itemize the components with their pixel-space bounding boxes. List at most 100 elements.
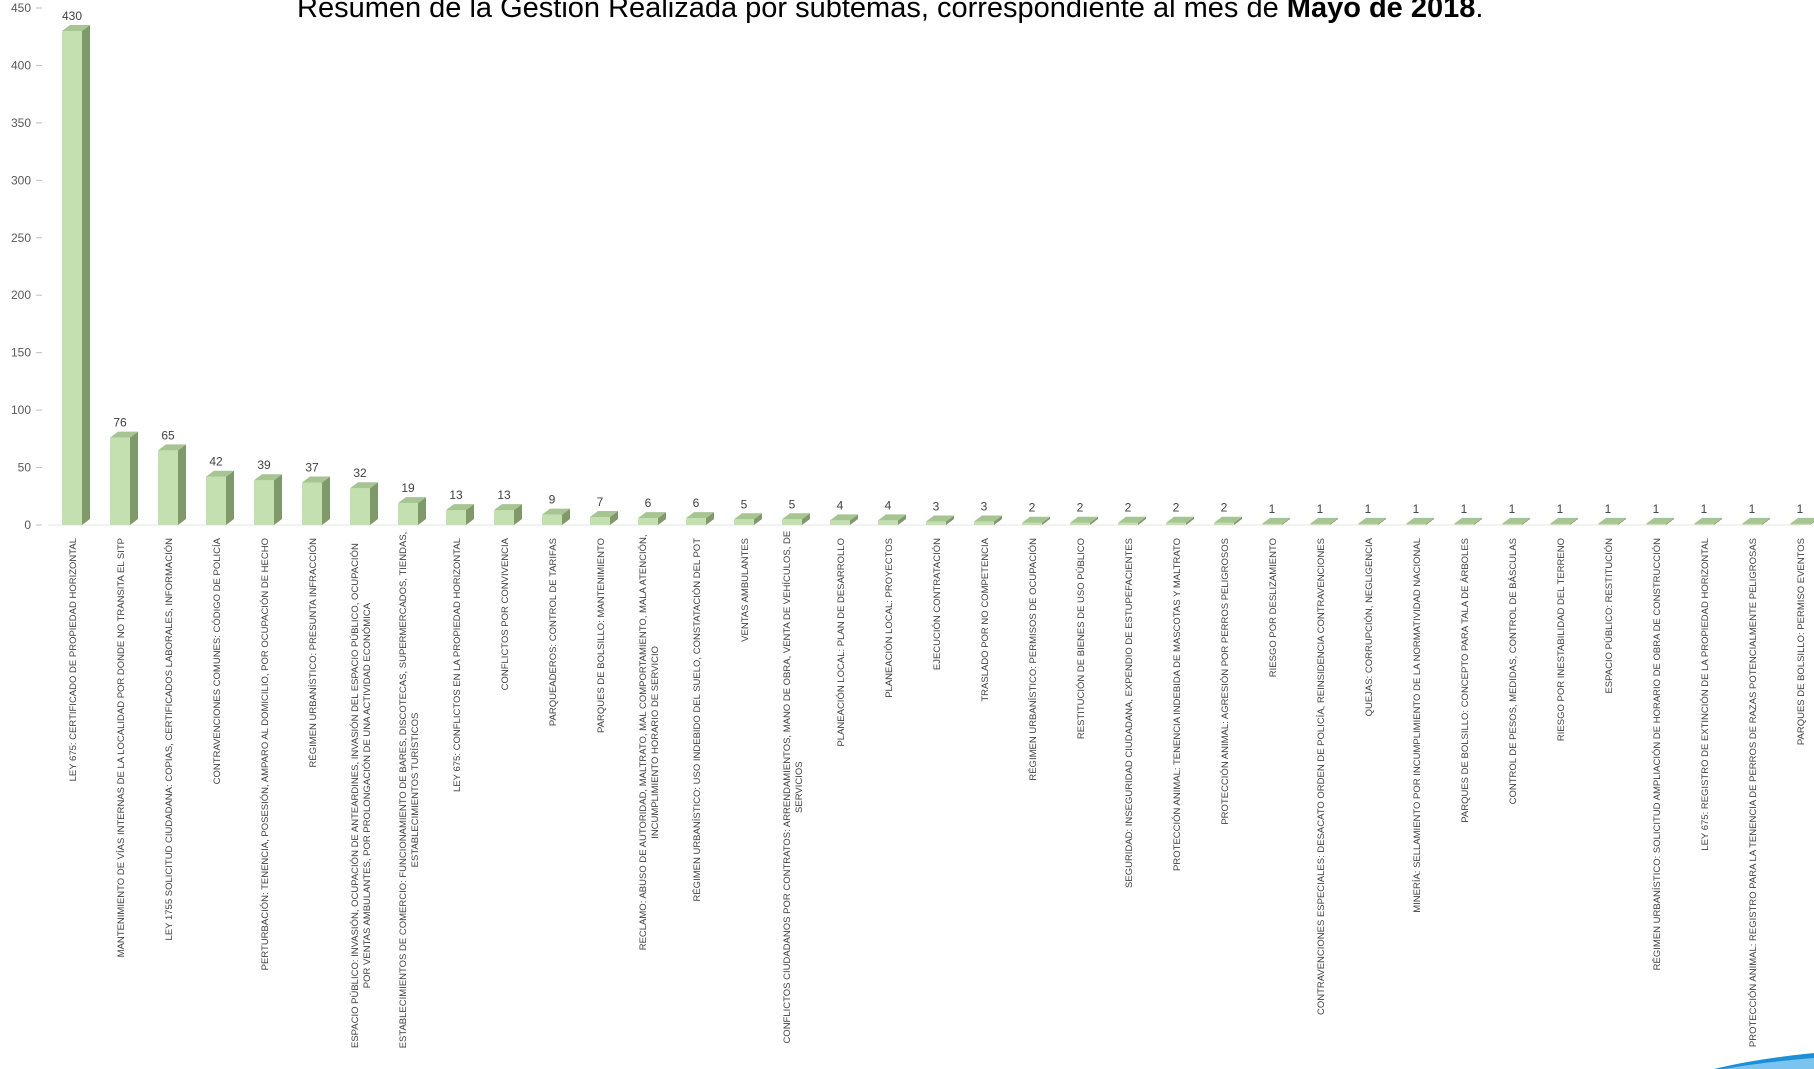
category-label: VENTAS AMBULANTES xyxy=(740,538,751,642)
bar-front xyxy=(1310,523,1330,525)
bar-front xyxy=(1742,523,1762,525)
bar-top xyxy=(1454,517,1482,524)
category-label: PARQUEADEROS: CONTROL DE TARIFAS xyxy=(548,538,559,726)
category-label: PROTECCIÓN ANIMAL: AGRESIÓN POR PERROS P… xyxy=(1220,538,1231,825)
bar-top xyxy=(1550,517,1578,524)
category-label-line: PARQUEADEROS: CONTROL DE TARIFAS xyxy=(548,538,559,726)
bar-front xyxy=(62,30,82,525)
bar-side xyxy=(1618,517,1626,525)
category-label: CONTRAVENCIONES COMUNES: CÓDIGO DE POLIC… xyxy=(212,537,223,784)
bar-side xyxy=(1474,517,1482,525)
bar-value-label: 2 xyxy=(1125,501,1132,515)
category-label-line: CONTROL DE PESOS, MEDIDAS, CONTROL DE BÁ… xyxy=(1508,538,1519,804)
bar xyxy=(158,444,186,525)
category-label: CONFLICTOS CIUDADANOS POR CONTRATOS: ARR… xyxy=(782,531,805,1044)
bar-value-label: 1 xyxy=(1461,502,1468,516)
bar-value-label: 1 xyxy=(1797,502,1804,516)
bar xyxy=(1598,517,1626,525)
bar xyxy=(638,512,666,525)
bar-top xyxy=(878,514,906,521)
category-label: PLANEACIÓN LOCAL: PLAN DE DESARROLLO xyxy=(836,538,847,747)
category-label-line: MINERÍA: SELLAMIENTO POR INCUMPLIMIENTO … xyxy=(1412,538,1423,913)
category-label-line: CONFLICTOS POR CONVIVENCIA xyxy=(500,537,511,690)
bar-value-label: 2 xyxy=(1221,501,1228,515)
category-label: RIESGO POR DESLIZAMIENTO xyxy=(1268,538,1279,677)
category-label: LEY 675: CERTIFICADO DE PROPIEDAD HORIZO… xyxy=(68,538,79,781)
bar-value-label: 3 xyxy=(981,500,988,514)
bar-front xyxy=(254,480,274,525)
category-label: PARQUES DE BOLSILLO: CONCEPTO PARA TALA … xyxy=(1460,538,1471,823)
bar-top xyxy=(446,504,474,511)
bar xyxy=(782,513,810,525)
bar-side xyxy=(418,497,426,525)
bar-value-label: 32 xyxy=(353,466,367,480)
bar-front xyxy=(494,510,514,525)
bar-top xyxy=(1118,516,1146,523)
category-label: PARQUES DE BOLSILLO: PERMISO EVENTOS xyxy=(1796,538,1807,745)
bar-top xyxy=(590,510,618,517)
bar xyxy=(350,482,378,525)
bar-side xyxy=(1426,517,1434,525)
bar-side xyxy=(1570,517,1578,525)
category-label-line: ESPACIO PÚBLICO: INVASIÓN, OCUPACIÓN DE … xyxy=(350,543,361,1048)
bar-top xyxy=(350,482,378,489)
bar-side xyxy=(1666,517,1674,525)
bar-side xyxy=(322,476,330,525)
y-tick-label: 400 xyxy=(11,58,31,72)
bar-value-label: 4 xyxy=(837,498,844,512)
category-label-line: ESPACIO PÚBLICO: RESTITUCIÓN xyxy=(1604,538,1615,694)
bar-front xyxy=(1166,522,1186,525)
category-label-line: CONFLICTOS CIUDADANOS POR CONTRATOS: ARR… xyxy=(782,531,793,1044)
bar-value-label: 42 xyxy=(209,455,223,469)
category-label: RESTITUCIÓN DE BIENES DE USO PÚBLICO xyxy=(1076,538,1087,739)
bar-side xyxy=(562,508,570,525)
category-label-line: LEY 675: REGISTRO DE EXTINCIÓN DE LA PRO… xyxy=(1700,538,1711,851)
bar xyxy=(254,474,282,525)
bar-side xyxy=(82,24,90,525)
category-label: PERTURBACIÓN: TENENCIA, POSESIÓN, AMPARO… xyxy=(260,538,271,970)
bar xyxy=(1358,517,1386,525)
bar-value-label: 1 xyxy=(1269,502,1276,516)
bar-value-label: 5 xyxy=(789,497,796,511)
bar xyxy=(542,508,570,525)
category-label-line: LEY 675: CERTIFICADO DE PROPIEDAD HORIZO… xyxy=(68,538,79,781)
bar-front xyxy=(1790,523,1810,525)
category-label: LEY 1755 SOLICITUD CIUDADANA: COPIAS, CE… xyxy=(164,538,175,941)
category-label: EJECUCIÓN CONTRATACIÓN xyxy=(932,538,943,670)
category-label: RÉGIMEN URBANÍSTICO: SOLICITUD AMPLIACIÓ… xyxy=(1652,538,1663,970)
bar-front xyxy=(302,482,322,525)
y-tick-label: 200 xyxy=(11,288,31,302)
bar-top xyxy=(398,497,426,504)
bar xyxy=(1070,516,1098,525)
bar-side xyxy=(1042,516,1050,525)
category-label: CONTROL DE PESOS, MEDIDAS, CONTROL DE BÁ… xyxy=(1508,538,1519,804)
bar-side xyxy=(274,474,282,525)
bar-front xyxy=(110,437,130,525)
bar-top xyxy=(542,508,570,515)
bar-front xyxy=(878,520,898,525)
bar xyxy=(686,512,714,525)
bar-front xyxy=(830,520,850,525)
y-tick-label: 50 xyxy=(18,461,32,475)
bar-front xyxy=(1550,523,1570,525)
bar-side xyxy=(130,431,138,525)
bar-value-label: 6 xyxy=(693,496,700,510)
bar-value-label: 76 xyxy=(113,416,127,430)
category-label-line: CONTRAVENCIONES COMUNES: CÓDIGO DE POLIC… xyxy=(212,537,223,784)
bar xyxy=(1742,517,1770,525)
bar-side xyxy=(1138,516,1146,525)
bar-value-label: 37 xyxy=(305,460,319,474)
bar-front xyxy=(1070,522,1090,525)
y-tick-label: 150 xyxy=(11,346,31,360)
category-label-line: ESTABLECIMIENTOS TURÍSTICOS xyxy=(410,713,421,868)
category-label-line: PROTECCIÓN ANIMAL: TENENCIA INDEBIDA DE … xyxy=(1172,538,1183,871)
bar-front xyxy=(542,514,562,525)
category-label-line: RÉGIMEN URBANÍSTICO: USO INDEBIDO DEL SU… xyxy=(692,538,703,902)
category-label: RÉGIMEN URBANÍSTICO: PRESUNTA INFRACCIÓN xyxy=(308,538,319,768)
bar-top xyxy=(1742,517,1770,524)
bar xyxy=(974,515,1002,525)
y-tick-label: 0 xyxy=(24,518,31,532)
bar-side xyxy=(802,513,810,525)
bar-front xyxy=(446,510,466,525)
